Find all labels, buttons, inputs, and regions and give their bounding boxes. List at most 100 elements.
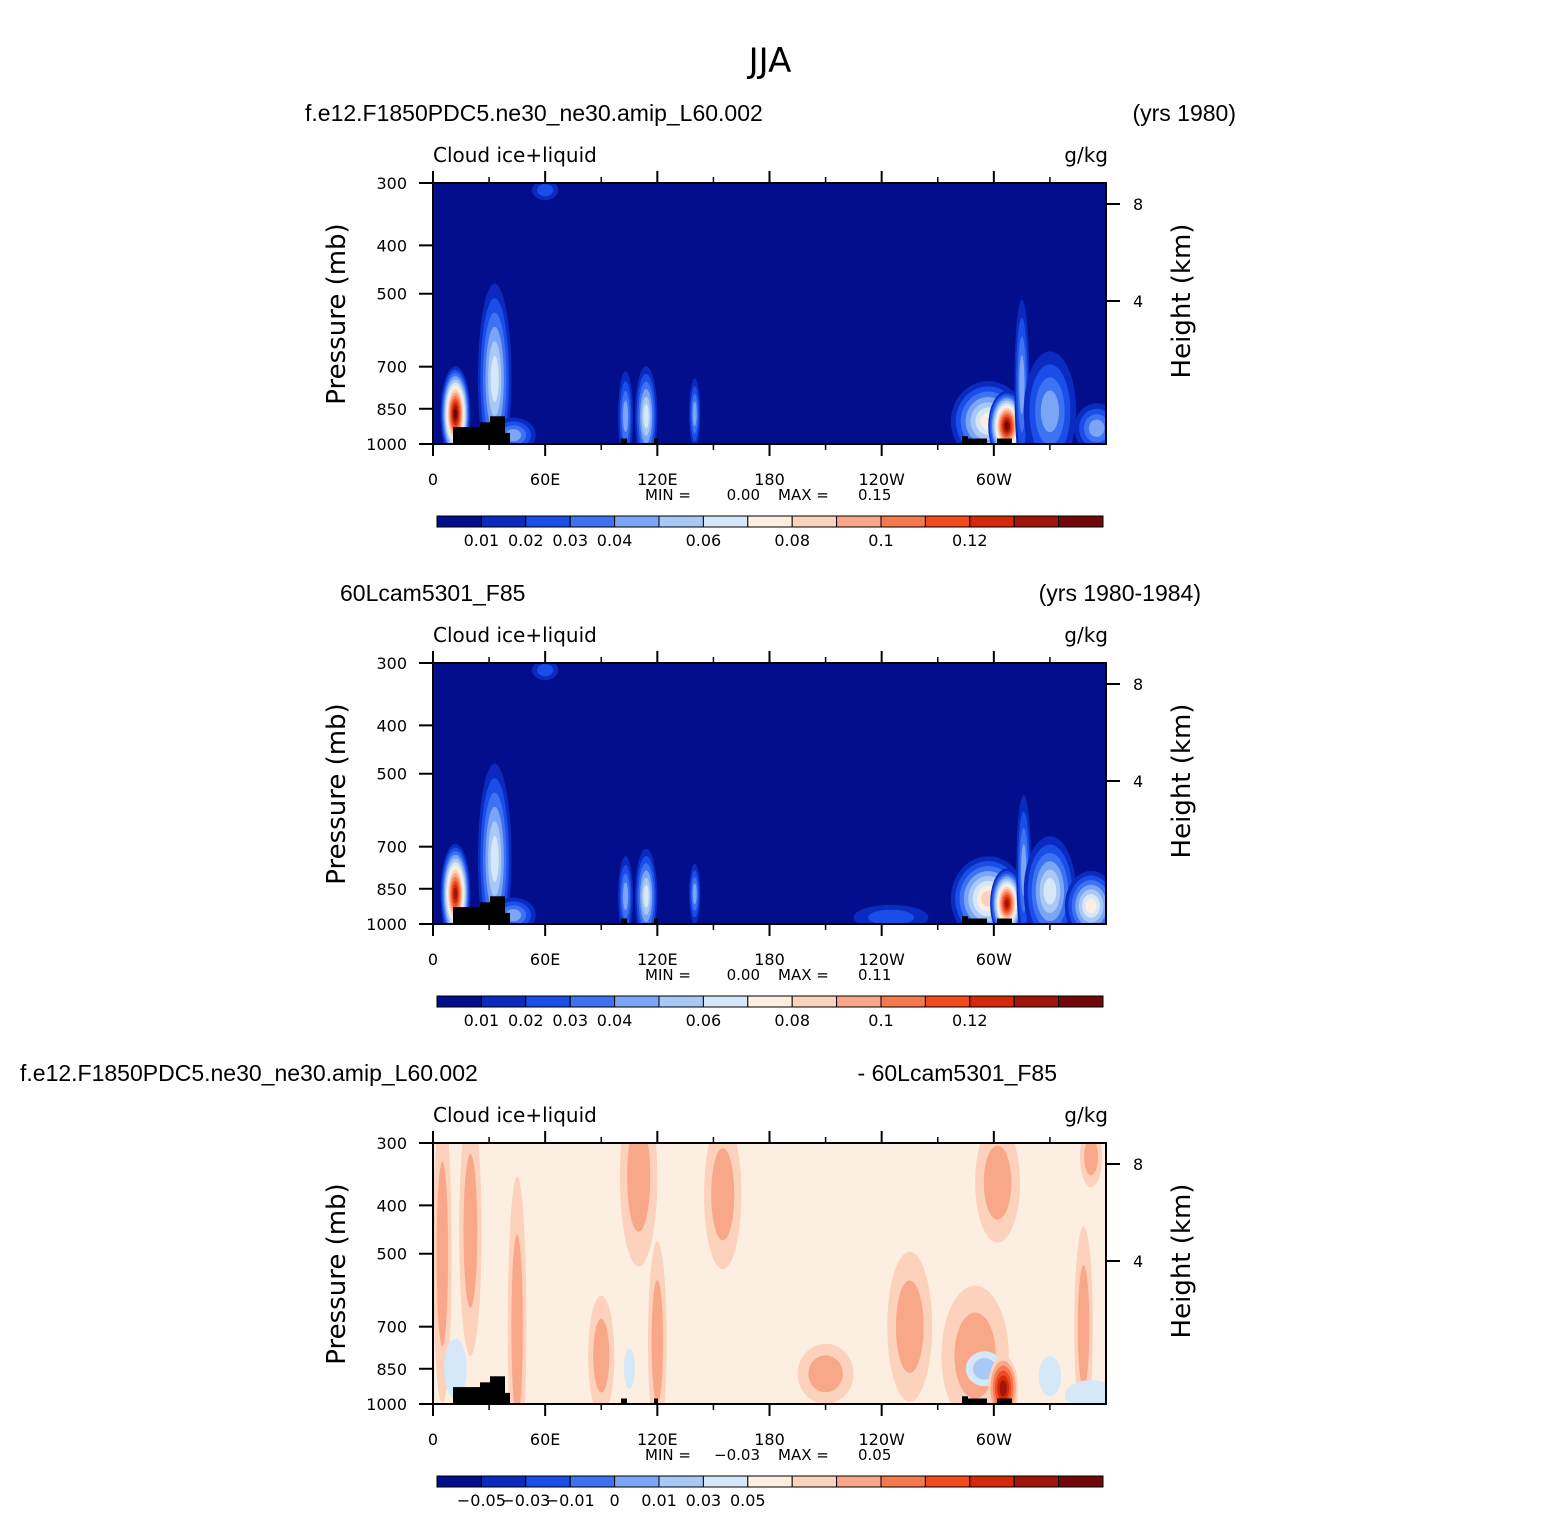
land-block	[453, 907, 480, 924]
contour-ring	[711, 1148, 735, 1241]
contour-feature-5	[634, 366, 658, 444]
contour-feature-1	[440, 366, 471, 444]
y-tick-label: 850	[376, 400, 407, 419]
land-block	[654, 1398, 658, 1404]
height-tick-label: 4	[1133, 292, 1143, 311]
topography-mask	[453, 1376, 1012, 1404]
colorbar-swatch	[480, 995, 527, 1008]
x-tick-label: 120E	[637, 470, 678, 489]
colorbar: −0.05−0.03−0.01 0 0.01 0.03 0.05	[436, 1475, 1104, 1510]
field-label: Cloud ice+liquid	[433, 1103, 597, 1127]
land-block	[968, 1398, 987, 1404]
min-label: MIN =	[645, 966, 691, 984]
y-tick-label: 300	[376, 654, 407, 673]
land-block	[490, 416, 505, 444]
land-block	[490, 896, 505, 924]
page-title: JJA	[747, 41, 792, 81]
panel-title-left: f.e12.F1850PDC5.ne30_ne30.amip_L60.002	[305, 100, 763, 126]
colorbar-label: 0.06	[686, 531, 722, 550]
max-value: 0.11	[858, 966, 891, 984]
colorbar-label: 0.02	[508, 531, 544, 550]
colorbar-swatch	[702, 1475, 749, 1488]
y-tick-label: 500	[376, 765, 407, 784]
land-block	[962, 436, 968, 444]
height-tick-label: 8	[1133, 1155, 1143, 1174]
colorbar-swatch	[1013, 515, 1060, 528]
contour-ring	[868, 909, 915, 924]
colorbar-label: 0.06	[686, 1011, 722, 1030]
contour-ring	[1085, 898, 1097, 914]
colorbar-swatch	[969, 1475, 1015, 1488]
land-block	[968, 918, 987, 924]
height-axis-label: Height (km)	[1167, 1184, 1197, 1339]
max-label: MAX =	[778, 1446, 829, 1464]
land-block	[490, 1376, 505, 1404]
colorbar-swatch	[747, 995, 793, 1008]
colorbar-label: 0.04	[597, 1011, 633, 1030]
colorbar-swatch	[836, 995, 882, 1008]
y-tick-label: 300	[376, 174, 407, 193]
height-tick-label: 8	[1133, 195, 1143, 214]
colorbar-label: 0.1	[868, 1011, 893, 1030]
colorbar-swatch	[880, 1475, 926, 1488]
land-block	[968, 438, 987, 444]
colorbar-swatch	[702, 515, 749, 528]
height-tick-label: 4	[1133, 772, 1143, 791]
y-axis-label: Pressure (mb)	[322, 1183, 352, 1364]
contour-feature-8	[990, 868, 1024, 924]
colorbar-swatch	[924, 515, 971, 528]
land-block	[621, 1398, 627, 1404]
contour-ring	[983, 1145, 1012, 1220]
x-tick-label: 120W	[858, 950, 905, 969]
colorbar-label: 0.01	[464, 1011, 500, 1030]
colorbar-label: 0.1	[868, 531, 893, 550]
colorbar-swatch	[880, 995, 926, 1008]
colorbar-swatch	[525, 515, 571, 528]
colorbar-swatch	[614, 515, 660, 528]
panel-title-right: (yrs 1980-1984)	[1039, 580, 1201, 606]
contour-feature-18	[1038, 1356, 1062, 1397]
y-axis-label: Pressure (mb)	[322, 223, 352, 404]
colorbar-label: 0.03	[686, 1491, 722, 1510]
colorbar-label: 0.01	[641, 1491, 677, 1510]
colorbar-label: 0.02	[508, 1011, 544, 1030]
contour-ring	[623, 1348, 635, 1389]
contour-ring	[622, 400, 629, 432]
units-label: g/kg	[1064, 623, 1108, 647]
land-block	[480, 1382, 490, 1404]
contour-feature-12	[853, 904, 929, 924]
contour-feature-10	[1023, 351, 1077, 444]
y-tick-label: 400	[376, 1196, 407, 1215]
colorbar: 0.01 0.02 0.03 0.04 0.06 0.08 0.1 0.12	[436, 995, 1104, 1030]
y-tick-label: 850	[376, 1360, 407, 1379]
colorbar-swatch	[658, 995, 704, 1008]
colorbar-swatch	[436, 995, 482, 1008]
contour-feature-5	[634, 848, 658, 924]
colorbar-label: −0.03	[501, 1491, 550, 1510]
contour-ring	[1040, 390, 1060, 433]
min-value: 0.00	[727, 486, 760, 504]
panel-title-right: (yrs 1980)	[1132, 100, 1236, 126]
contour-feature-12	[532, 183, 559, 201]
colorbar-swatch	[1058, 515, 1104, 528]
colorbar-swatch	[614, 995, 660, 1008]
colorbar-swatch	[924, 1475, 971, 1488]
land-block	[505, 912, 510, 924]
contour-ring	[1084, 1143, 1098, 1176]
contour-feature-12	[1074, 1226, 1093, 1404]
contour-feature-6	[689, 863, 701, 924]
contour-feature-11	[1064, 870, 1106, 924]
contour-ring	[511, 1234, 523, 1404]
min-label: MIN =	[645, 1446, 691, 1464]
contour-feature-4	[618, 371, 634, 444]
y-tick-label: 700	[376, 838, 407, 857]
contour-ring	[490, 355, 499, 402]
land-block	[621, 438, 627, 444]
contour-feature-4	[618, 856, 634, 924]
y-tick-label: 400	[376, 716, 407, 735]
contour-feature-13	[1079, 1143, 1103, 1187]
colorbar-label: 0.12	[952, 531, 988, 550]
min-value: 0.00	[727, 966, 760, 984]
contour-feature-19	[1064, 1380, 1106, 1404]
contour-ring	[808, 1355, 843, 1393]
